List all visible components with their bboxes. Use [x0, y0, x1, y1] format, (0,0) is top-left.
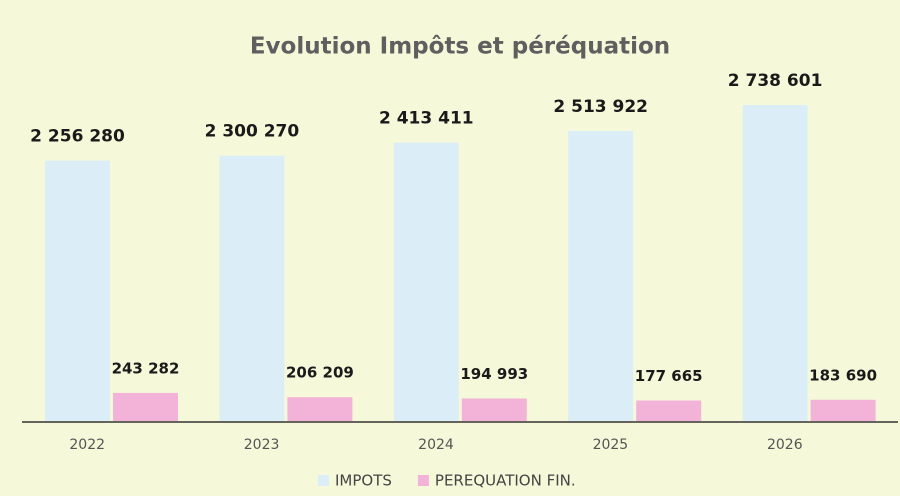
legend-swatch	[417, 475, 429, 486]
x-tick-label: 2022	[69, 437, 105, 453]
bar	[287, 397, 353, 421]
data-label: 2 413 411	[379, 109, 474, 129]
bar	[45, 160, 110, 422]
bar	[810, 399, 876, 421]
chart-title: Evolution Impôts et péréquation	[250, 34, 670, 60]
data-label: 2 256 280	[30, 127, 125, 147]
data-label: 243 282	[112, 359, 180, 377]
x-tick-label: 2024	[418, 437, 454, 453]
data-label: 183 690	[809, 366, 877, 384]
legend-label: PEREQUATION FIN.	[435, 472, 576, 490]
data-label: 177 665	[635, 367, 703, 385]
legend-label: IMPOTS	[335, 472, 392, 490]
bar	[113, 392, 178, 421]
bar	[636, 400, 702, 421]
x-tick-label: 2026	[767, 437, 803, 453]
data-label: 2 300 270	[205, 122, 300, 142]
data-label: 2 513 922	[553, 97, 648, 117]
legend-swatch	[318, 475, 329, 486]
bar	[568, 130, 634, 422]
data-label: 206 209	[286, 364, 354, 382]
bar	[219, 155, 285, 421]
x-tick-label: 2025	[593, 437, 629, 453]
bar	[742, 105, 808, 421]
data-label: 194 993	[460, 365, 528, 383]
data-label: 2 738 601	[728, 71, 823, 91]
bar	[393, 142, 459, 421]
bar	[461, 398, 527, 421]
x-tick-label: 2023	[244, 437, 280, 453]
